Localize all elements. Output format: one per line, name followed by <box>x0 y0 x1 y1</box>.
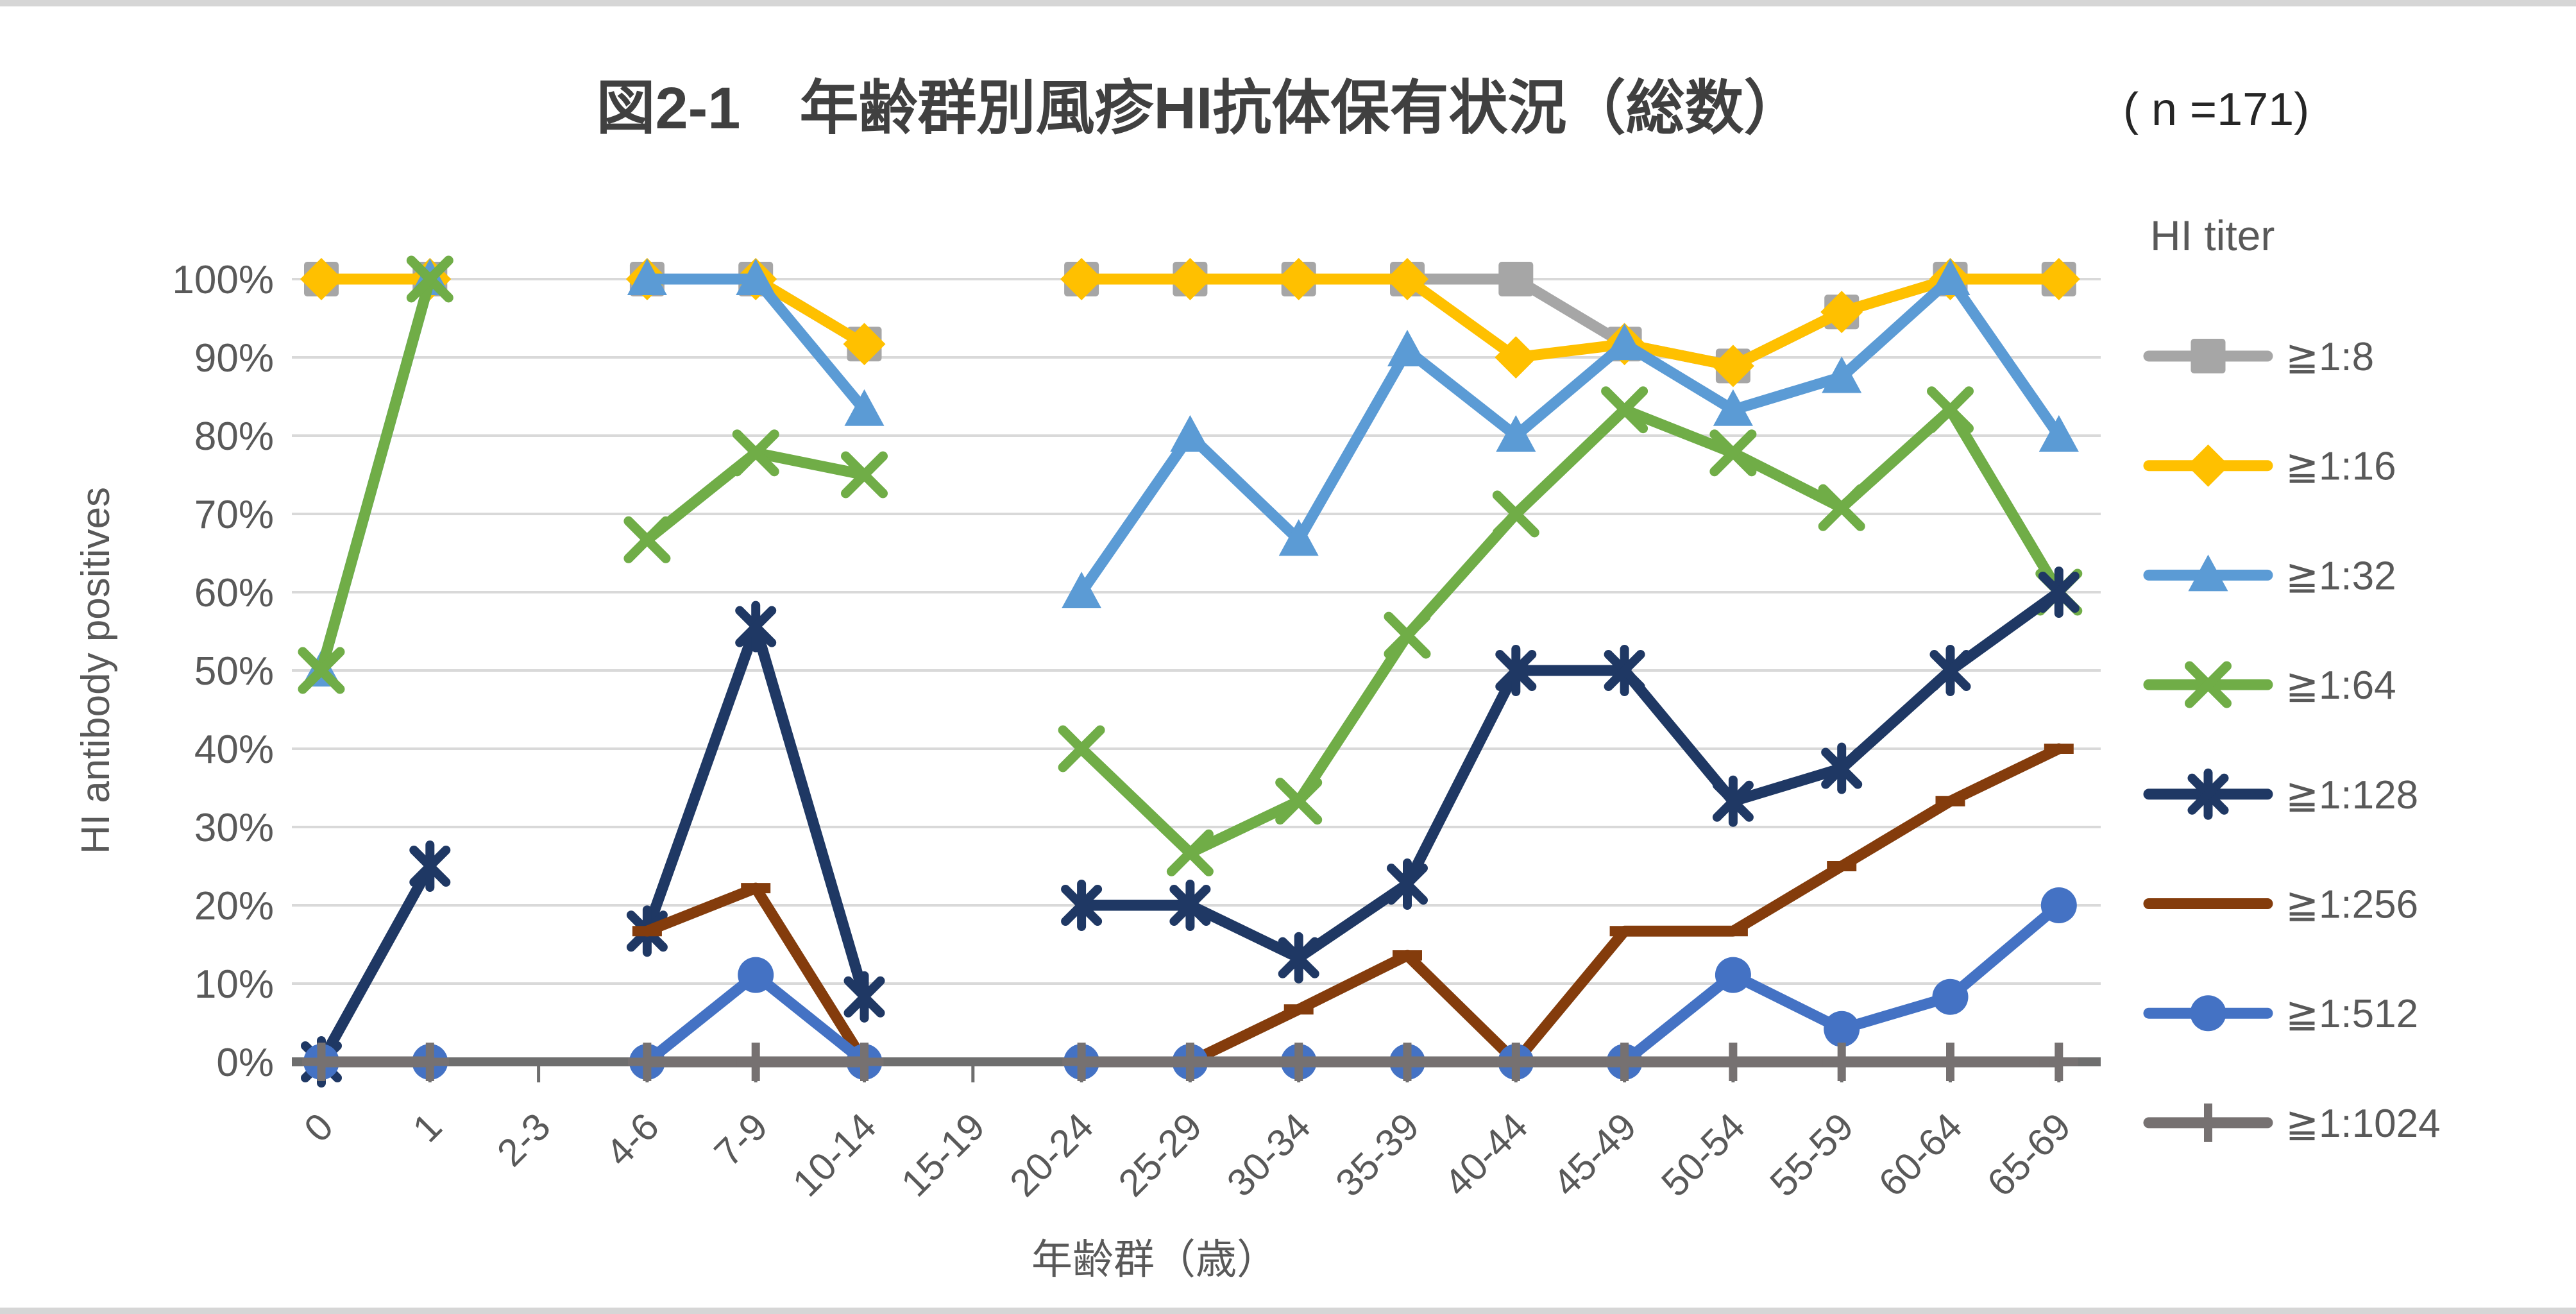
chart-title: 図2-1 年齢群別風疹HI抗体保有状況（総数） <box>597 76 1803 141</box>
legend-item-label: ≧1:8 <box>2285 335 2374 379</box>
x-tick-label: 7-9 <box>706 1105 776 1175</box>
legend-item-≧1:32: ≧1:32 <box>2143 554 2396 598</box>
series-≧1:64 <box>298 255 2083 876</box>
x-tick-label: 15-19 <box>893 1105 993 1205</box>
y-tick-label: 10% <box>194 962 274 1007</box>
x-tick-label: 20-24 <box>1001 1105 1101 1205</box>
x-tick-label: 10-14 <box>784 1105 885 1205</box>
y-tick-label: 60% <box>194 571 274 615</box>
line-chart: 0% 10% 20% 30% 40% 50% 60% 70% 80% 90% 100% 0 1 2-3 4-… <box>74 76 2441 1283</box>
x-tick-label: 25-29 <box>1110 1105 1210 1205</box>
y-tick-label: 90% <box>194 336 274 380</box>
data-series <box>298 255 2083 1088</box>
x-tick-label: 40-44 <box>1436 1105 1536 1205</box>
gridlines <box>292 278 2101 985</box>
x-axis-title: 年齢群（歳） <box>1031 1236 1278 1283</box>
y-axis-title: HI antibody positives <box>74 487 118 854</box>
chart-container: 0% 10% 20% 30% 40% 50% 60% 70% 80% 90% 100% 0 1 2-3 4-… <box>0 6 2576 1308</box>
x-tick-label: 50-54 <box>1653 1105 1753 1205</box>
legend: ≧1:8 ≧1:16 ≧1:32 ≧1:64 ≧1:128 ≧1:256 ≧1:512 ≧1:… <box>2143 335 2441 1146</box>
legend-item-label: ≧1:128 <box>2285 773 2418 817</box>
legend-item-label: ≧1:16 <box>2285 445 2396 489</box>
window-top-edge <box>0 0 2576 6</box>
x-tick-label: 55-59 <box>1761 1105 1861 1205</box>
y-tick-label: 0% <box>216 1041 274 1085</box>
y-tick-label: 50% <box>194 649 274 694</box>
legend-item-≧1:1024: ≧1:1024 <box>2143 1102 2441 1146</box>
legend-item-≧1:8: ≧1:8 <box>2143 335 2374 379</box>
y-tick-label: 40% <box>194 728 274 772</box>
legend-item-≧1:16: ≧1:16 <box>2143 444 2396 489</box>
x-tick-label: 65-69 <box>1979 1105 2079 1205</box>
y-tick-label: 30% <box>194 806 274 850</box>
legend-item-label: ≧1:1024 <box>2285 1102 2441 1146</box>
legend-item-label: ≧1:64 <box>2285 663 2396 708</box>
x-tick-label: 4-6 <box>597 1105 667 1175</box>
legend-item-≧1:64: ≧1:64 <box>2143 661 2396 708</box>
series-≧1:1024 <box>302 1043 2078 1081</box>
legend-item-label: ≧1:512 <box>2285 992 2418 1036</box>
x-tick-label: 2-3 <box>489 1105 559 1175</box>
legend-item-label: ≧1:32 <box>2285 554 2396 598</box>
legend-item-label: ≧1:256 <box>2285 883 2418 927</box>
x-tick-label: 35-39 <box>1327 1105 1427 1205</box>
y-tick-label: 20% <box>194 884 274 928</box>
x-tick-label: 1 <box>405 1105 450 1150</box>
sample-size-label: ( n =171) <box>2123 84 2309 135</box>
x-tick-label: 45-49 <box>1545 1105 1645 1205</box>
legend-title: HI titer <box>2150 212 2275 259</box>
x-tick-label: 0 <box>296 1105 341 1150</box>
y-tick-label: 80% <box>194 414 274 459</box>
x-tick-label: 60-64 <box>1870 1105 1970 1205</box>
series-≧1:16 <box>300 258 2080 388</box>
y-tick-label: 70% <box>194 493 274 537</box>
legend-item-≧1:256: ≧1:256 <box>2143 883 2418 927</box>
x-tick-label: 30-34 <box>1219 1105 1319 1205</box>
legend-item-≧1:512: ≧1:512 <box>2143 992 2418 1036</box>
legend-item-≧1:128: ≧1:128 <box>2143 768 2418 820</box>
window-bottom-edge <box>0 1308 2576 1314</box>
y-tick-label: 100% <box>172 258 274 302</box>
